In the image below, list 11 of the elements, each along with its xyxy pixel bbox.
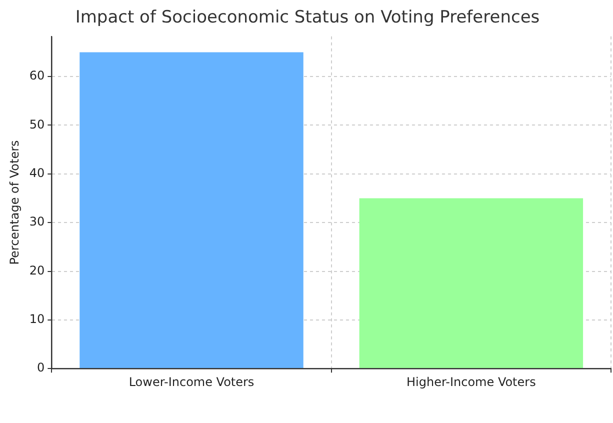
chart-title: Impact of Socioeconomic Status on Voting Preferences — [75, 8, 540, 28]
x-tick-label: Lower-Income Voters — [128, 374, 254, 389]
y-axis-title: Percentage of Voters — [7, 140, 22, 265]
y-tick-label: 10 — [29, 312, 45, 326]
y-tick-label: 60 — [29, 68, 45, 83]
y-tick-label: 30 — [29, 214, 45, 229]
y-tick-label: 40 — [29, 166, 45, 180]
y-tick-label: 50 — [29, 117, 45, 132]
y-tick-label: 20 — [29, 263, 45, 278]
y-tick-label: 0 — [37, 360, 45, 375]
x-tick-label: Higher-Income Voters — [406, 374, 536, 389]
